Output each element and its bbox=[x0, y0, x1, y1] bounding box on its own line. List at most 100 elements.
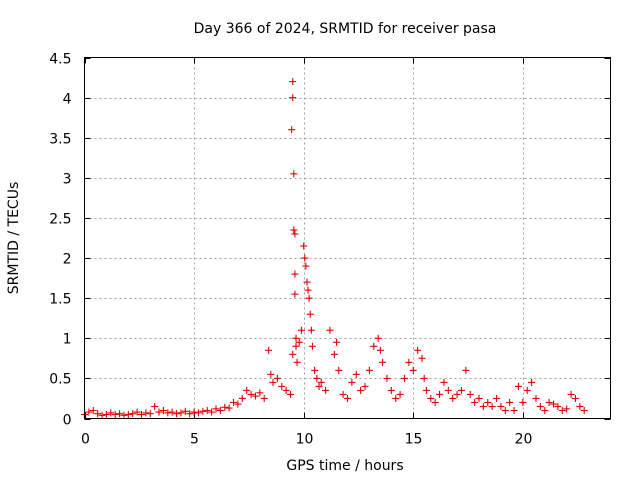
data-point bbox=[400, 374, 408, 382]
y-tick-label: 3.5 bbox=[49, 132, 71, 148]
y-tick-label: 4 bbox=[63, 92, 72, 108]
data-point bbox=[155, 408, 163, 416]
data-point bbox=[164, 409, 172, 417]
data-point bbox=[315, 382, 323, 390]
data-point bbox=[449, 394, 457, 402]
x-tick-label: 5 bbox=[190, 432, 199, 448]
data-point bbox=[519, 398, 527, 406]
data-point bbox=[493, 394, 501, 402]
data-point bbox=[322, 386, 330, 394]
data-point bbox=[339, 390, 347, 398]
data-point bbox=[536, 402, 544, 410]
data-point bbox=[304, 286, 312, 294]
data-point bbox=[116, 410, 124, 418]
data-point bbox=[514, 382, 522, 390]
data-point bbox=[269, 378, 277, 386]
data-point bbox=[427, 394, 435, 402]
y-tick-label: 3 bbox=[63, 172, 72, 188]
data-point bbox=[567, 390, 575, 398]
data-point bbox=[282, 386, 290, 394]
data-point bbox=[357, 386, 365, 394]
data-point bbox=[510, 406, 518, 414]
y-tick-label: 0.5 bbox=[49, 372, 71, 388]
data-point bbox=[576, 402, 584, 410]
data-point bbox=[484, 398, 492, 406]
x-tick-label: 0 bbox=[81, 432, 90, 448]
data-point bbox=[199, 407, 207, 415]
data-point bbox=[374, 334, 382, 342]
x-axis-label: GPS time / hours bbox=[286, 458, 403, 474]
data-point bbox=[571, 394, 579, 402]
data-point bbox=[287, 390, 295, 398]
data-point bbox=[418, 354, 426, 362]
data-point bbox=[295, 338, 303, 346]
grid-layer bbox=[84, 57, 611, 419]
data-point bbox=[488, 402, 496, 410]
data-point bbox=[313, 374, 321, 382]
data-point bbox=[307, 326, 315, 334]
data-point bbox=[216, 406, 224, 414]
data-point bbox=[387, 386, 395, 394]
data-point bbox=[409, 366, 417, 374]
data-point bbox=[181, 407, 189, 415]
y-tick-label: 2 bbox=[63, 252, 72, 268]
data-point bbox=[251, 392, 259, 400]
y-tick-label: 4.5 bbox=[49, 52, 71, 68]
data-point bbox=[98, 411, 106, 419]
data-point bbox=[212, 405, 220, 413]
x-tick-label: 15 bbox=[405, 432, 423, 448]
data-point bbox=[290, 226, 298, 234]
data-point bbox=[243, 386, 251, 394]
data-point bbox=[550, 400, 558, 408]
data-point bbox=[137, 410, 145, 418]
data-point bbox=[554, 402, 562, 410]
data-point bbox=[151, 402, 159, 410]
data-point bbox=[173, 410, 181, 418]
y-tick-label: 2.5 bbox=[49, 212, 71, 228]
data-point bbox=[306, 310, 314, 318]
data-point bbox=[186, 410, 194, 418]
data-point bbox=[558, 406, 566, 414]
data-point bbox=[501, 406, 509, 414]
data-point bbox=[302, 262, 310, 270]
data-point bbox=[94, 410, 102, 418]
data-point bbox=[545, 398, 553, 406]
data-point bbox=[453, 390, 461, 398]
data-point bbox=[311, 366, 319, 374]
data-point bbox=[168, 408, 176, 416]
data-point bbox=[265, 346, 273, 354]
data-point bbox=[405, 358, 413, 366]
data-point bbox=[289, 78, 297, 86]
data-point bbox=[267, 370, 275, 378]
data-point bbox=[89, 406, 97, 414]
data-point bbox=[289, 350, 297, 358]
data-point bbox=[348, 378, 356, 386]
data-point bbox=[330, 350, 338, 358]
data-point bbox=[297, 326, 305, 334]
data-point bbox=[440, 378, 448, 386]
data-point bbox=[85, 408, 93, 416]
data-point bbox=[292, 342, 300, 350]
data-point bbox=[289, 94, 297, 102]
y-tick-label: 1 bbox=[63, 332, 72, 348]
x-tick-label: 20 bbox=[515, 432, 533, 448]
y-tick-label: 0 bbox=[63, 413, 72, 429]
data-point bbox=[290, 170, 298, 178]
data-point bbox=[420, 374, 428, 382]
data-point bbox=[370, 342, 378, 350]
data-point bbox=[326, 326, 334, 334]
data-point bbox=[177, 409, 185, 417]
data-point bbox=[238, 394, 246, 402]
data-point bbox=[431, 398, 439, 406]
data-point bbox=[376, 346, 384, 354]
data-point bbox=[230, 398, 238, 406]
chart-title: Day 366 of 2024, SRMTID for receiver pas… bbox=[194, 21, 497, 37]
data-point bbox=[580, 406, 588, 414]
data-point bbox=[194, 409, 202, 417]
data-point bbox=[436, 390, 444, 398]
data-point bbox=[234, 400, 242, 408]
data-point bbox=[396, 390, 404, 398]
data-point bbox=[303, 278, 311, 286]
data-point bbox=[352, 370, 360, 378]
